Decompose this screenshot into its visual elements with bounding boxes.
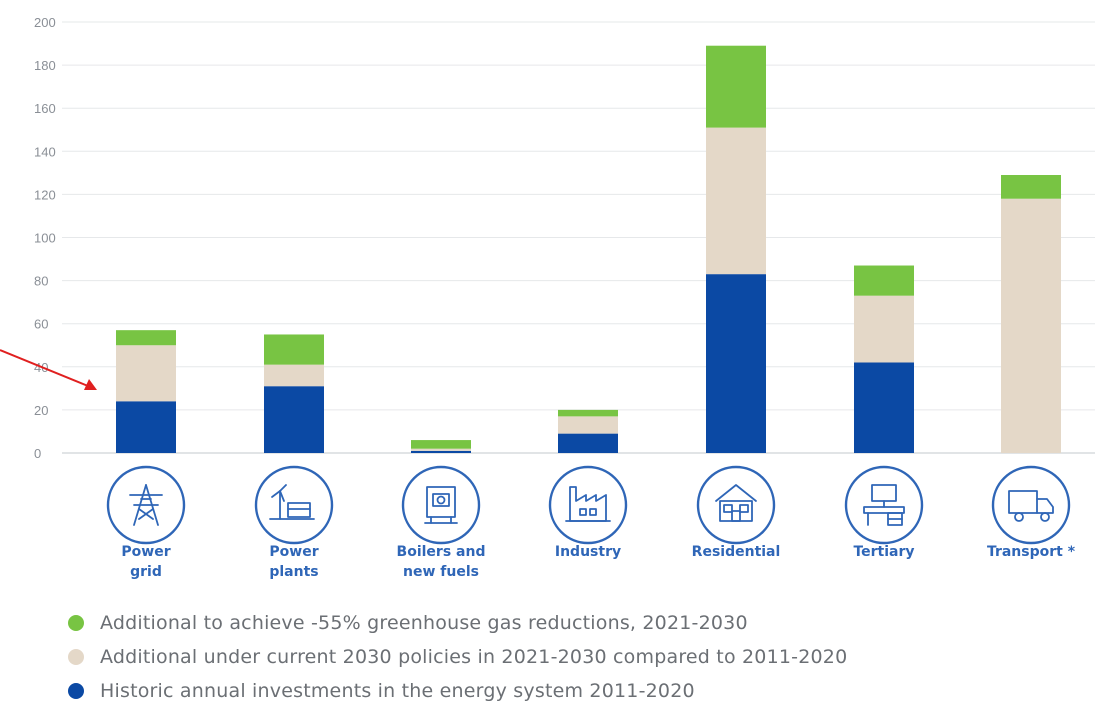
legend-item-1: Additional under current 2030 policies i… [68,640,1068,674]
category-icons [106,465,1071,545]
y-tick-label-100: 100 [34,231,56,246]
y-axis-ticks: 020406080100120140160180200 [34,15,56,461]
category-label-tertiary: Tertiary [853,544,914,560]
category-label-transport: Transport * [987,544,1076,560]
factory-icon [548,465,628,545]
boiler-icon [401,465,481,545]
office-desk-icon [844,465,924,545]
y-tick-label-180: 180 [34,58,56,73]
category-label-boilers-and-new-fuels: Boilers and new fuels [397,544,486,580]
bar-tertiary-series-1 [854,295,914,363]
arrow-head [84,379,97,390]
power-plant-icon [254,465,334,545]
y-tick-label-160: 160 [34,101,56,116]
legend-label: Additional under current 2030 policies i… [100,646,848,668]
bar-industry-series-1 [558,416,618,434]
bar-power-plants-series-1 [264,364,324,387]
y-tick-label-60: 60 [34,317,48,332]
bar-transport-series-2 [1001,175,1061,199]
category-label-power-grid: Power grid [121,544,170,580]
bar-boilers-and-new-fuels-series-2 [411,440,471,449]
bar-boilers-and-new-fuels-series-0 [411,450,471,453]
bar-power-plants-series-2 [264,334,324,365]
bar-power-grid-series-2 [116,330,176,346]
legend-swatch [68,683,84,699]
bar-residential-series-0 [706,274,766,453]
legend-label: Additional to achieve -55% greenhouse ga… [100,612,748,634]
arrow-shaft [0,349,89,387]
category-label-industry: Industry [555,544,621,560]
bar-power-plants-series-0 [264,386,324,453]
bar-power-grid-series-0 [116,401,176,453]
grid-lines [62,21,1095,454]
truck-icon [991,465,1071,545]
bar-tertiary-series-2 [854,265,914,296]
legend-item-2: Additional to achieve -55% greenhouse ga… [68,606,1068,640]
power-pylon-icon [106,465,186,545]
bar-industry-series-0 [558,433,618,453]
bar-transport-series-1 [1001,198,1061,453]
legend: Additional to achieve -55% greenhouse ga… [68,606,1068,708]
y-tick-label-140: 140 [34,144,56,159]
house-icon [696,465,776,545]
legend-swatch [68,615,84,631]
bars [116,45,1061,453]
y-tick-label-0: 0 [34,446,41,461]
legend-swatch [68,649,84,665]
annotation-arrow [0,349,97,390]
legend-item-0: Historic annual investments in the energ… [68,674,1068,708]
legend-label: Historic annual investments in the energ… [100,680,695,702]
y-tick-label-80: 80 [34,274,48,289]
y-tick-label-120: 120 [34,187,56,202]
bar-power-grid-series-1 [116,345,176,402]
category-label-residential: Residential [692,544,781,560]
bar-boilers-and-new-fuels-series-1 [411,448,471,451]
bar-tertiary-series-0 [854,362,914,453]
bar-industry-series-2 [558,409,618,417]
bar-residential-series-1 [706,127,766,275]
category-label-power-plants: Power plants [269,544,318,580]
y-tick-label-20: 20 [34,403,48,418]
category-labels: Power grid Power plants Boilers and new fuels… [121,544,1075,580]
y-tick-label-200: 200 [34,15,56,30]
bar-residential-series-2 [706,45,766,128]
